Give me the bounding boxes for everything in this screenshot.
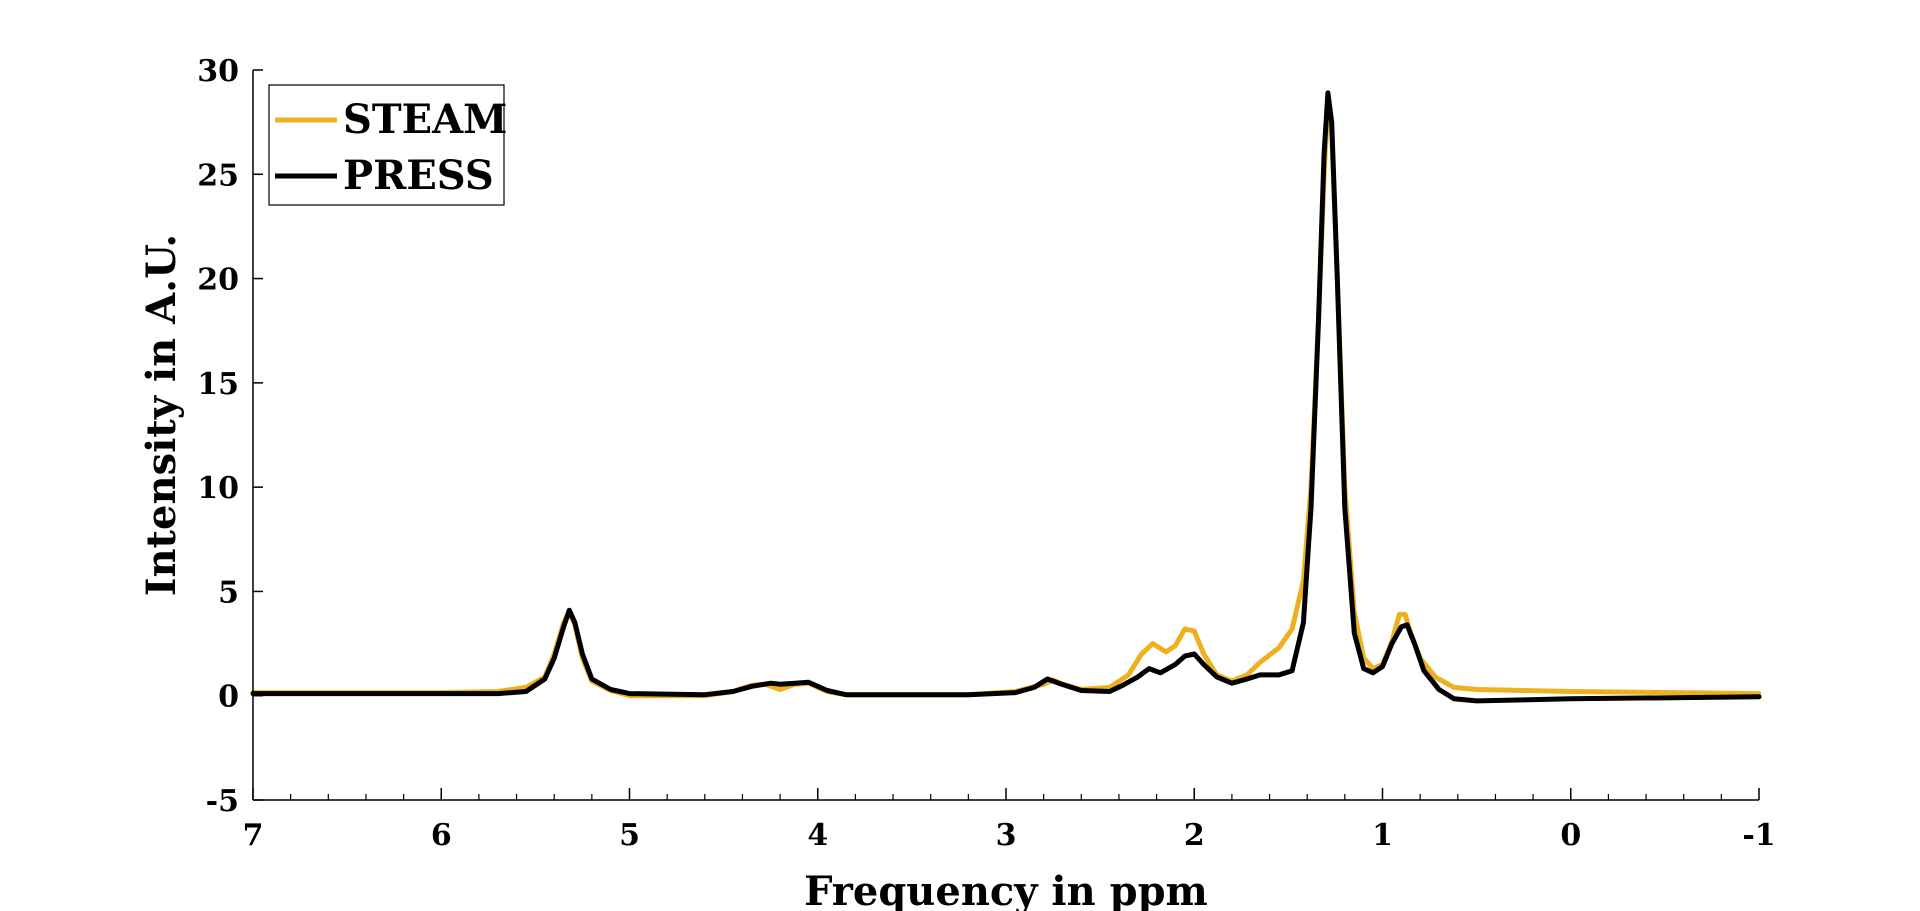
y-tick-label: 10 (197, 471, 239, 506)
x-tick-label: 3 (996, 818, 1017, 853)
plot-series (250, 90, 1762, 704)
x-tick-label: 6 (431, 818, 452, 853)
x-axis-title: Frequency in ppm (804, 868, 1208, 911)
x-tick-label: 4 (807, 818, 828, 853)
x-tick-label: 0 (1560, 818, 1581, 853)
legend: STEAM PRESS (268, 84, 507, 206)
x-axis-ticks: 7 6 5 4 3 2 1 0 -1 (243, 788, 1776, 853)
legend-label-steam: STEAM (343, 96, 507, 143)
x-tick-label: 2 (1184, 818, 1205, 853)
x-tick-label: 5 (619, 818, 640, 853)
x-tick-label: 7 (243, 818, 264, 853)
x-tick-label: -1 (1742, 818, 1775, 853)
x-tick-label: 1 (1372, 818, 1393, 853)
y-tick-label: 0 (218, 680, 239, 715)
y-axis-title: Intensity in A.U. (138, 234, 185, 596)
legend-box (268, 84, 505, 206)
y-tick-label: 15 (197, 367, 239, 402)
y-tick-label: 5 (218, 575, 239, 610)
y-tick-label: 25 (197, 158, 239, 193)
y-tick-label: 30 (197, 54, 239, 89)
series-line-press (250, 90, 1762, 704)
y-tick-label: -5 (206, 784, 239, 819)
y-tick-label: 20 (197, 263, 239, 298)
legend-label-press: PRESS (343, 152, 494, 199)
